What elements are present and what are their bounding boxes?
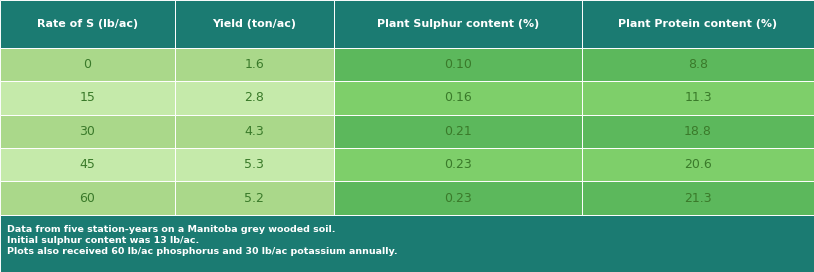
Text: 15: 15: [80, 91, 95, 104]
Text: 4.3: 4.3: [244, 125, 265, 138]
Text: 0.10: 0.10: [444, 58, 472, 71]
Text: 5.2: 5.2: [244, 192, 265, 205]
Bar: [334, 148, 582, 181]
Text: Data from five station-years on a Manitoba grey wooded soil.
Initial sulphur con: Data from five station-years on a Manito…: [7, 225, 397, 256]
Text: 11.3: 11.3: [685, 91, 711, 104]
Bar: [334, 115, 582, 148]
Text: 0.23: 0.23: [444, 158, 472, 171]
Bar: [334, 81, 582, 115]
Text: 60: 60: [80, 192, 95, 205]
Text: 21.3: 21.3: [685, 192, 711, 205]
Bar: [582, 0, 814, 48]
Bar: [582, 115, 814, 148]
Text: 5.3: 5.3: [244, 158, 265, 171]
Bar: [0, 115, 175, 148]
Text: 18.8: 18.8: [684, 125, 712, 138]
Text: 2.8: 2.8: [244, 91, 265, 104]
Bar: [582, 148, 814, 181]
Text: 30: 30: [80, 125, 95, 138]
Text: Plant Protein content (%): Plant Protein content (%): [619, 19, 777, 29]
Bar: [175, 48, 334, 81]
Bar: [175, 115, 334, 148]
Text: 0: 0: [84, 58, 91, 71]
Text: 8.8: 8.8: [688, 58, 708, 71]
Bar: [334, 48, 582, 81]
Text: 45: 45: [80, 158, 95, 171]
Bar: [582, 181, 814, 215]
Bar: [175, 81, 334, 115]
Text: Yield (ton/ac): Yield (ton/ac): [212, 19, 296, 29]
Bar: [175, 181, 334, 215]
Bar: [175, 0, 334, 48]
Bar: [0, 215, 814, 272]
Text: 1.6: 1.6: [244, 58, 265, 71]
Bar: [0, 48, 175, 81]
Bar: [0, 148, 175, 181]
Text: 0.16: 0.16: [444, 91, 472, 104]
Bar: [582, 81, 814, 115]
Text: 20.6: 20.6: [684, 158, 712, 171]
Text: Rate of S (lb/ac): Rate of S (lb/ac): [37, 19, 138, 29]
Text: 0.23: 0.23: [444, 192, 472, 205]
Bar: [175, 148, 334, 181]
Bar: [0, 81, 175, 115]
Text: Plant Sulphur content (%): Plant Sulphur content (%): [377, 19, 539, 29]
Bar: [334, 0, 582, 48]
Bar: [582, 48, 814, 81]
Bar: [0, 0, 175, 48]
Text: 0.21: 0.21: [444, 125, 472, 138]
Bar: [334, 181, 582, 215]
Bar: [0, 181, 175, 215]
